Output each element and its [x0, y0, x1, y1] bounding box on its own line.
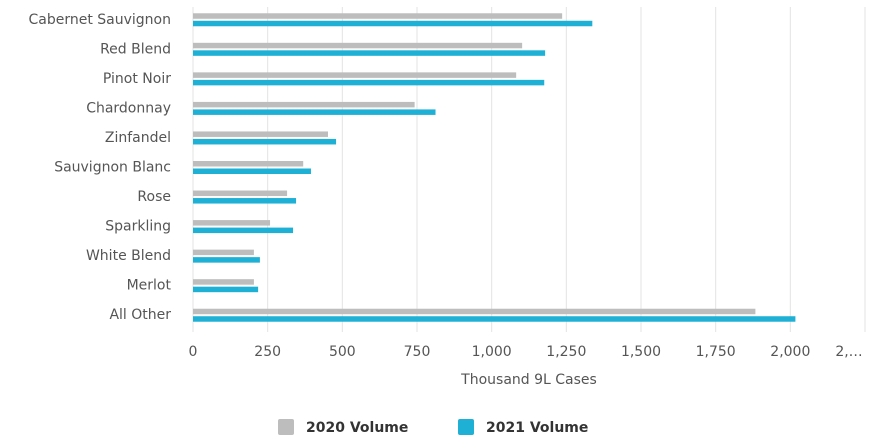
y-tick-label: Pinot Noir — [103, 71, 171, 87]
bar — [193, 249, 254, 256]
x-tick-label: 2,000 — [770, 344, 810, 360]
x-tick-label: 500 — [329, 344, 356, 360]
bar — [193, 101, 415, 108]
x-tick-label: 1,500 — [621, 344, 661, 360]
bar — [193, 79, 545, 86]
bar — [193, 286, 259, 293]
legend-label: 2020 Volume — [306, 420, 408, 436]
y-tick-label: Rose — [137, 189, 171, 205]
y-tick-label: All Other — [109, 307, 171, 323]
legend-label: 2021 Volume — [486, 420, 588, 436]
bar — [193, 42, 523, 49]
y-tick-label: White Blend — [86, 248, 171, 264]
x-tick-label: 0 — [189, 344, 198, 360]
bar — [193, 316, 796, 322]
y-tick-label: Red Blend — [100, 41, 171, 57]
bar — [193, 138, 337, 145]
bar — [193, 131, 328, 137]
y-tick-label: Chardonnay — [86, 100, 171, 116]
x-tick-label: 2,… — [835, 344, 862, 360]
x-tick-label: 750 — [404, 344, 431, 360]
bar — [193, 257, 260, 263]
y-tick-label: Zinfandel — [105, 130, 171, 146]
x-axis-title: Thousand 9L Cases — [460, 372, 597, 388]
y-tick-label: Cabernet Sauvignon — [28, 12, 171, 28]
bar — [193, 168, 311, 174]
bar — [193, 220, 271, 226]
bar — [193, 279, 254, 285]
bar — [193, 198, 297, 204]
x-tick-label: 1,750 — [696, 344, 736, 360]
bar — [193, 308, 756, 315]
bar — [193, 50, 546, 56]
y-tick-label: Sauvignon Blanc — [54, 160, 171, 176]
bar — [193, 190, 288, 197]
x-tick-label: 1,250 — [546, 344, 586, 360]
x-tick-label: 1,000 — [472, 344, 512, 360]
legend-swatch — [458, 419, 474, 435]
legend-swatch — [278, 419, 294, 435]
bar — [193, 13, 563, 19]
bar — [193, 227, 294, 234]
y-tick-label: Sparkling — [105, 219, 171, 235]
bar — [193, 109, 436, 115]
x-tick-label: 250 — [254, 344, 281, 360]
bar — [193, 72, 517, 78]
bar — [193, 161, 304, 167]
y-tick-label: Merlot — [127, 278, 172, 294]
bar — [193, 20, 593, 27]
